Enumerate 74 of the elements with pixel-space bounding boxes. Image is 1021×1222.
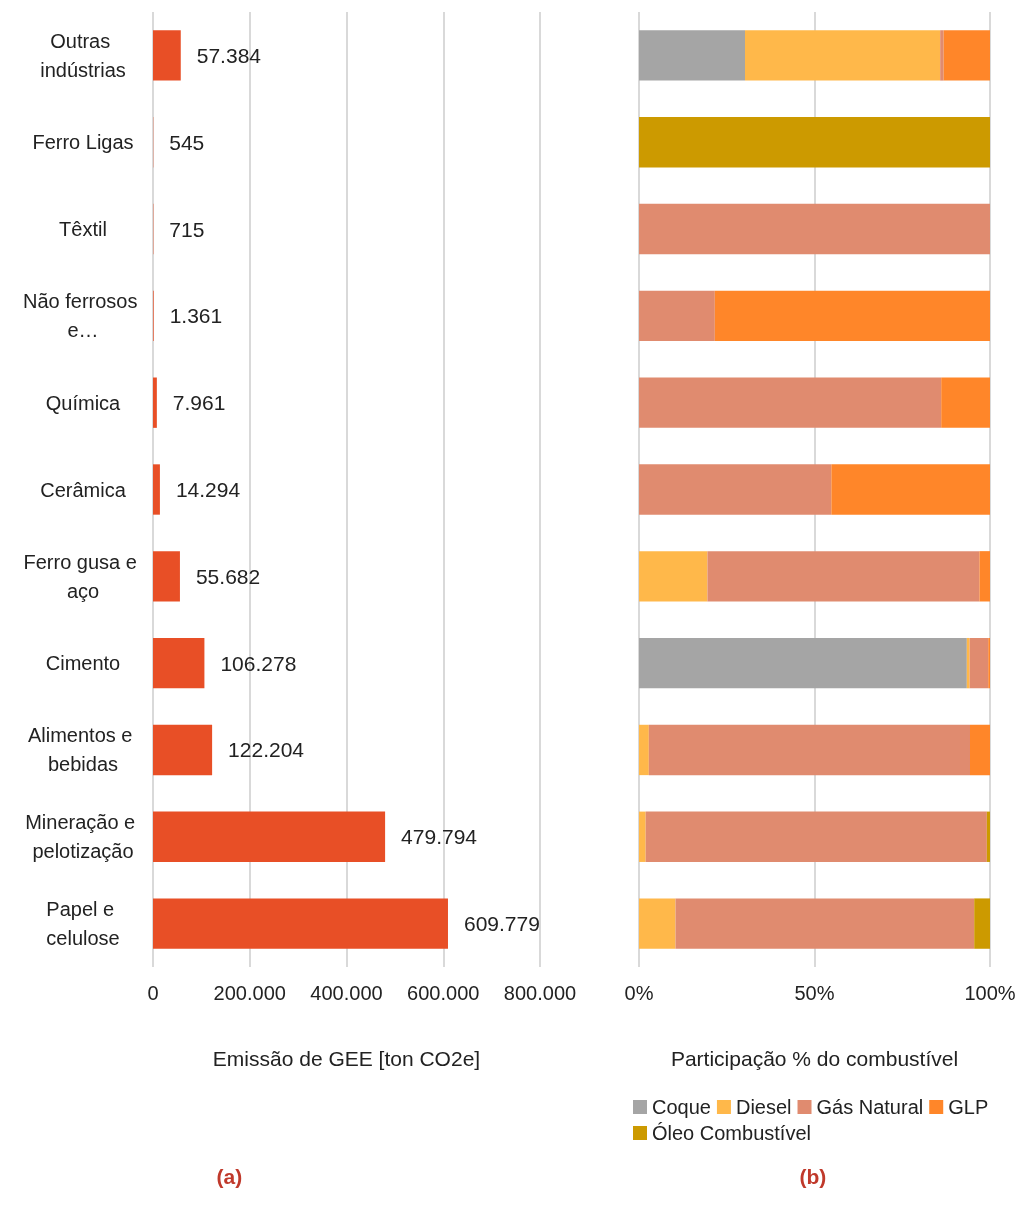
bar	[153, 30, 181, 81]
x-tick-label: 0	[147, 982, 159, 1004]
data-label: 7.961	[172, 391, 226, 415]
bar	[639, 637, 967, 689]
legend-label: Diesel	[735, 1096, 792, 1118]
x-axis-title: Participação % do combustível	[670, 1046, 959, 1070]
bar	[675, 898, 975, 949]
y-tick-label: Química	[45, 391, 122, 414]
legend-label: Óleo Combustível	[652, 1122, 811, 1144]
x-axis-title: Emissão de GEE [ton CO2e]	[212, 1046, 481, 1070]
data-label: 57.384	[196, 43, 262, 67]
y-tick-label: Não ferrosos e…	[22, 290, 144, 342]
x-tick-label: 600.000	[407, 982, 480, 1004]
bar	[639, 290, 715, 342]
legend-label: GLP	[948, 1096, 989, 1118]
bar	[639, 724, 649, 776]
bar	[648, 724, 970, 776]
data-label: 122.204	[228, 738, 305, 762]
bar	[639, 811, 646, 862]
x-tick-label: 100%	[964, 982, 1016, 1004]
legend-label: Gás Natural	[816, 1096, 924, 1118]
bar	[153, 811, 386, 862]
bar	[969, 637, 989, 689]
bar	[639, 377, 942, 428]
x-tick-label: 0%	[624, 982, 654, 1004]
bar	[831, 464, 990, 515]
x-tick-label: 400.000	[310, 982, 383, 1004]
bar	[969, 724, 990, 776]
y-tick-label: Mineração e pelotização	[25, 811, 141, 863]
bar	[966, 637, 970, 689]
bar	[714, 290, 990, 342]
data-label: 609.779	[463, 912, 540, 936]
bar	[153, 551, 180, 602]
bar	[974, 898, 990, 949]
bar	[645, 811, 987, 862]
bar	[153, 724, 213, 776]
bar	[639, 898, 676, 949]
bar	[943, 30, 990, 81]
bar	[639, 117, 990, 168]
data-label: 55.682	[195, 564, 261, 588]
y-tick-label: Cimento	[45, 652, 121, 675]
bar	[707, 551, 980, 602]
y-tick-label: Cerâmica	[40, 478, 127, 501]
text: (b)	[799, 1165, 827, 1188]
data-label: 14.294	[175, 478, 241, 501]
x-tick-label: 50%	[794, 982, 835, 1004]
bar	[986, 811, 990, 862]
data-label: 545	[169, 130, 205, 154]
bar	[941, 377, 990, 428]
data-label: 1.361	[169, 304, 223, 328]
y-tick-label: Ferro Ligas	[32, 131, 134, 154]
bar	[745, 30, 941, 81]
x-tick-label: 800.000	[503, 982, 577, 1004]
data-label: 715	[169, 217, 205, 241]
bar	[153, 464, 160, 515]
bar	[979, 551, 990, 602]
bar	[639, 30, 745, 81]
y-tick-label: Ferro gusa e aço	[23, 550, 143, 602]
bar	[153, 637, 205, 689]
bar	[639, 203, 990, 255]
data-label: 106.278	[220, 651, 297, 675]
x-tick-label: 200.000	[213, 982, 286, 1004]
data-label: 479.794	[401, 825, 478, 849]
bar	[940, 30, 944, 81]
y-tick-label: Têxtil	[59, 218, 107, 241]
bar	[639, 464, 832, 515]
y-tick-label: Alimentos e bebidas	[27, 724, 139, 776]
bar	[153, 898, 448, 949]
bar	[153, 377, 157, 428]
text: (a)	[216, 1165, 243, 1188]
legend-label: Coque	[652, 1096, 711, 1118]
y-tick-label: Outras indústrias	[40, 29, 126, 81]
bar	[639, 551, 708, 602]
y-tick-label: Papel e celulose	[46, 898, 120, 950]
